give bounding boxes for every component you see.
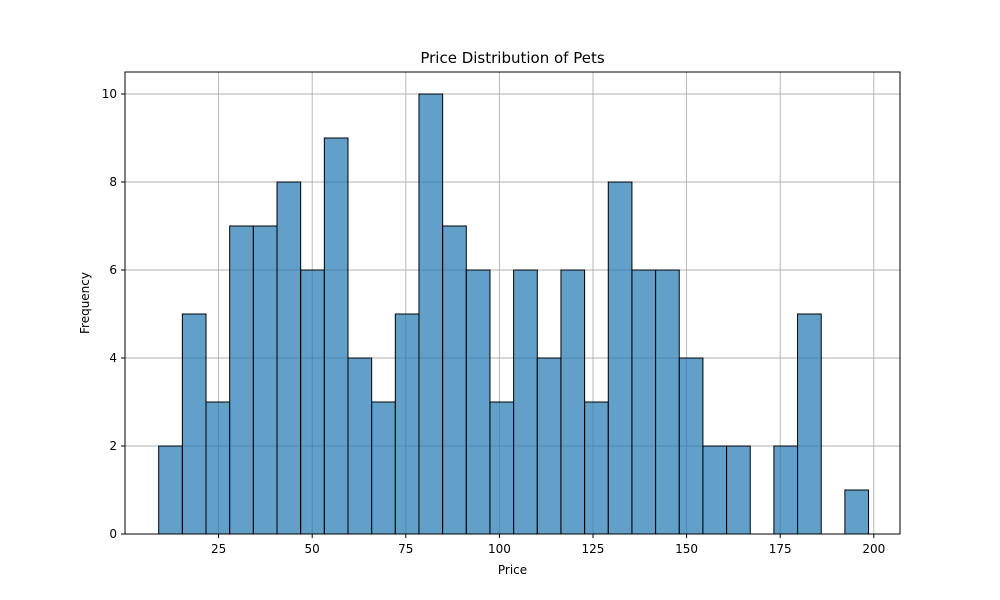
histogram-bar [300,269,325,535]
histogram-bar [773,445,799,535]
histogram-bar [678,357,704,535]
histogram-bar [536,357,562,535]
histogram-bar [797,313,822,535]
histogram-bar [702,445,728,535]
histogram-bar [229,225,254,535]
histogram-bar [631,269,657,535]
x-axis-title: Price [498,563,527,577]
x-tick-label: 200 [862,542,885,556]
histogram-bar [560,269,586,535]
histogram-bar [489,401,515,535]
x-axis-ticks: 25 50 75 100 125 150 175 200 [211,534,885,556]
x-tick-label: 100 [488,542,511,556]
y-axis-ticks: 0 2 4 6 8 10 [102,87,125,541]
histogram-bar [418,93,444,535]
histogram-bar [655,269,680,535]
histogram-bar [252,225,278,535]
histogram-bar [584,401,609,535]
histogram-bar [844,489,870,535]
x-tick-label: 175 [769,542,792,556]
histogram-bar [371,401,396,535]
histogram-bar [181,313,207,535]
y-tick-label: 10 [102,87,117,101]
histogram-bar [726,445,751,535]
histogram-bar [323,137,349,535]
histogram-bar [513,269,538,535]
y-tick-label: 0 [109,527,117,541]
y-tick-label: 6 [109,263,117,277]
y-tick-label: 4 [109,351,117,365]
histogram-bar [205,401,231,535]
x-tick-label: 25 [211,542,226,556]
y-tick-label: 2 [109,439,117,453]
y-axis-title: Frequency [78,272,92,334]
x-tick-label: 50 [305,542,320,556]
chart-title: Price Distribution of Pets [420,49,604,67]
histogram-bar [442,225,467,535]
histogram-bar [394,313,420,535]
x-tick-label: 150 [675,542,698,556]
histogram-bar [347,357,373,535]
y-tick-label: 8 [109,175,117,189]
plot-frame [124,71,901,535]
x-tick-label: 75 [398,542,413,556]
x-tick-label: 125 [582,542,605,556]
histogram-bars [158,93,870,535]
histogram-bar [276,181,302,535]
histogram-bar [158,445,183,535]
histogram-bar [465,269,491,535]
histogram-bar [607,181,633,535]
